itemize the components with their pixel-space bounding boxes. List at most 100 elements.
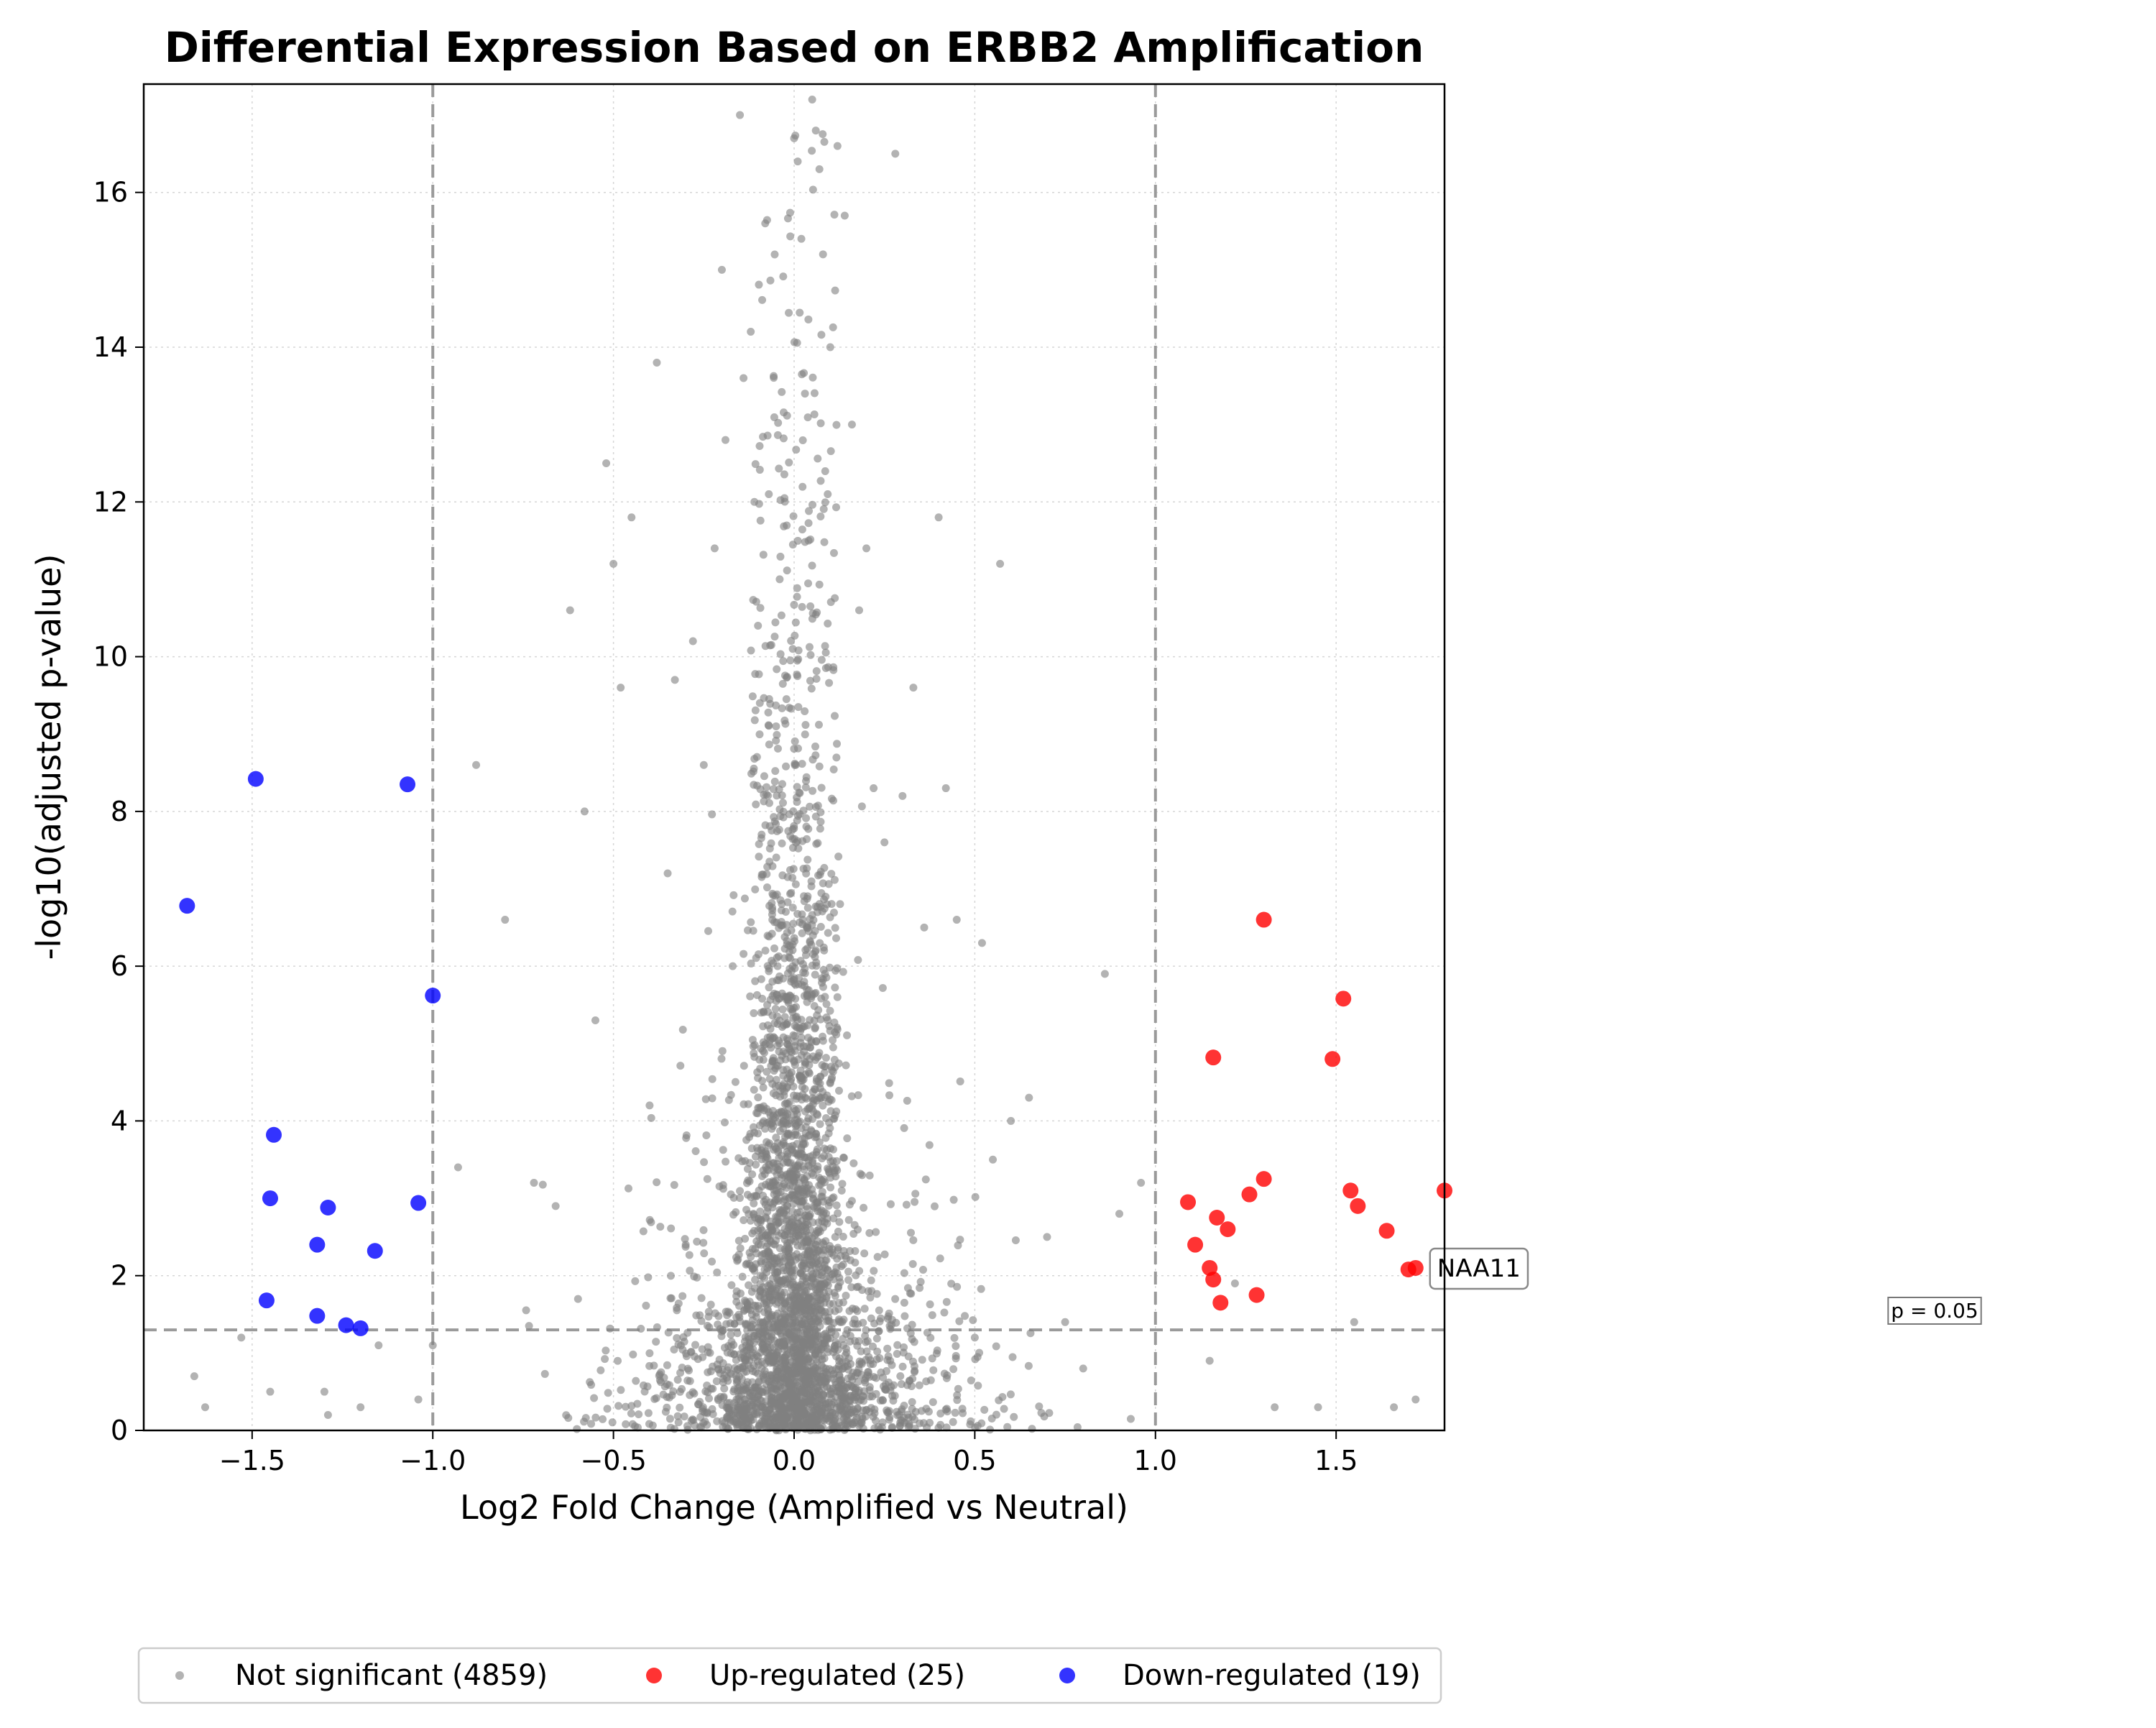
point-not-significant — [774, 1281, 783, 1290]
point-not-significant — [761, 1348, 770, 1356]
point-not-significant — [821, 498, 829, 507]
point-not-significant — [685, 1251, 694, 1259]
point-not-significant — [803, 1184, 811, 1192]
point-not-significant — [816, 1120, 824, 1129]
point-not-significant — [933, 1346, 941, 1355]
point-not-significant — [808, 1274, 816, 1282]
point-not-significant — [838, 1180, 847, 1188]
point-not-significant — [808, 786, 817, 795]
point-not-significant — [773, 745, 782, 753]
point-not-significant — [786, 232, 795, 241]
point-not-significant — [691, 1421, 699, 1430]
point-not-significant — [721, 436, 729, 444]
point-not-significant — [940, 1308, 949, 1317]
point-not-significant — [824, 1016, 832, 1024]
point-not-significant — [639, 1381, 648, 1389]
point-not-significant — [644, 1409, 653, 1417]
point-not-significant — [922, 1377, 931, 1386]
point-not-significant — [763, 1203, 772, 1212]
point-not-significant — [770, 944, 779, 952]
point-not-significant — [765, 858, 774, 866]
point-not-significant — [756, 604, 765, 612]
point-not-significant — [795, 1092, 803, 1100]
point-not-significant — [806, 1282, 814, 1290]
legend-marker-not-significant — [175, 1671, 184, 1680]
point-not-significant — [770, 374, 778, 382]
point-not-significant — [794, 844, 803, 852]
point-not-significant — [820, 946, 829, 955]
point-not-significant — [778, 799, 787, 807]
point-not-significant — [772, 701, 780, 709]
point-not-significant — [814, 1374, 822, 1383]
point-not-significant — [816, 808, 825, 817]
point-not-significant — [954, 1384, 962, 1393]
point-not-significant — [804, 1355, 813, 1364]
point-not-significant — [753, 1392, 762, 1401]
point-not-significant — [414, 1395, 423, 1404]
p-value-threshold-label: p = 0.05 — [1891, 1299, 1978, 1323]
point-not-significant — [753, 1357, 762, 1366]
point-not-significant — [785, 1245, 793, 1254]
point-not-significant — [897, 1380, 906, 1389]
point-down-regulated — [266, 1126, 282, 1143]
point-not-significant — [756, 1207, 765, 1215]
point-not-significant — [743, 1164, 752, 1173]
point-not-significant — [726, 1369, 734, 1378]
point-not-significant — [900, 1123, 908, 1132]
point-not-significant — [821, 1209, 830, 1218]
point-not-significant — [771, 767, 780, 776]
point-not-significant — [736, 111, 745, 119]
point-not-significant — [775, 1016, 784, 1025]
point-not-significant — [831, 1352, 840, 1361]
point-not-significant — [833, 740, 842, 748]
point-not-significant — [704, 1388, 712, 1397]
point-not-significant — [819, 130, 827, 139]
point-not-significant — [862, 1326, 870, 1335]
point-not-significant — [799, 806, 808, 815]
point-not-significant — [802, 869, 811, 878]
point-not-significant — [928, 1311, 936, 1320]
point-not-significant — [803, 835, 811, 843]
point-not-significant — [704, 927, 713, 935]
point-not-significant — [824, 929, 832, 937]
point-not-significant — [814, 454, 822, 463]
point-not-significant — [809, 1407, 818, 1416]
y-tick-label: 14 — [93, 331, 128, 363]
point-not-significant — [807, 1126, 816, 1134]
point-not-significant — [755, 840, 763, 848]
point-not-significant — [713, 1360, 722, 1369]
point-not-significant — [794, 703, 803, 712]
point-not-significant — [849, 1159, 858, 1167]
point-not-significant — [775, 575, 784, 584]
point-not-significant — [831, 1233, 839, 1241]
point-not-significant — [815, 1049, 824, 1057]
point-not-significant — [750, 1085, 758, 1094]
point-not-significant — [815, 762, 824, 771]
point-not-significant — [766, 1293, 775, 1302]
point-not-significant — [237, 1333, 246, 1342]
point-not-significant — [653, 1178, 661, 1187]
point-not-significant — [805, 507, 814, 515]
point-not-significant — [808, 990, 816, 998]
x-axis-label: Log2 Fold Change (Amplified vs Neutral) — [460, 1488, 1128, 1527]
point-not-significant — [734, 1154, 743, 1162]
point-not-significant — [708, 810, 717, 819]
point-not-significant — [776, 812, 785, 820]
point-not-significant — [807, 940, 816, 949]
point-down-regulated — [367, 1243, 383, 1259]
point-not-significant — [745, 1133, 754, 1141]
point-not-significant — [749, 927, 757, 935]
point-not-significant — [860, 1387, 869, 1395]
point-not-significant — [663, 1361, 671, 1369]
point-not-significant — [757, 870, 766, 879]
point-not-significant — [779, 434, 788, 443]
point-not-significant — [800, 978, 808, 986]
point-not-significant — [792, 446, 801, 454]
point-not-significant — [769, 785, 778, 794]
point-not-significant — [704, 1313, 713, 1321]
point-not-significant — [587, 1420, 596, 1428]
point-not-significant — [924, 1407, 933, 1416]
point-not-significant — [816, 817, 825, 826]
point-not-significant — [917, 1407, 926, 1415]
point-not-significant — [876, 1396, 885, 1405]
